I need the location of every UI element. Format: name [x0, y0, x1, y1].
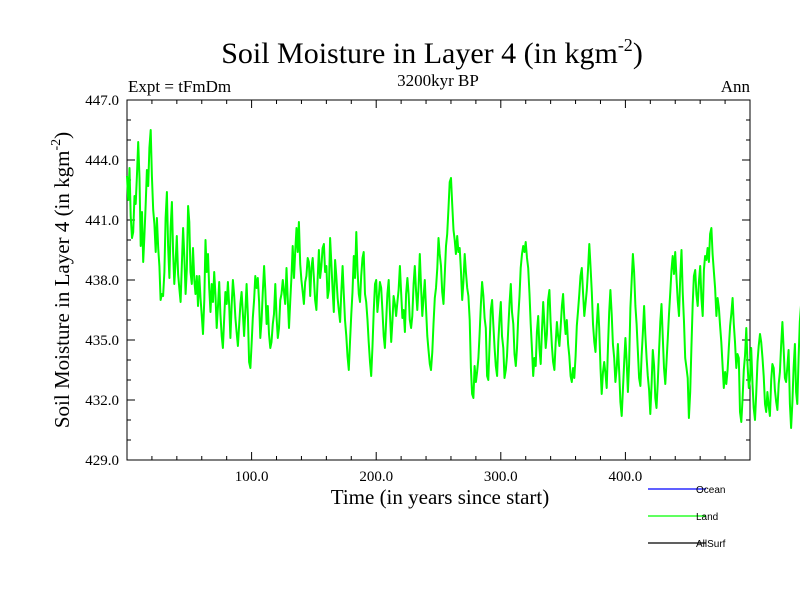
x-tick-label: 300.0 [484, 469, 518, 485]
legend-entry: Land [696, 512, 718, 523]
axis-ticks [127, 99, 750, 461]
legend-entry: AllSurf [696, 539, 726, 550]
chart-title: Soil Moisture in Layer 4 (in kgm-2) [221, 35, 643, 70]
y-axis-label: Soil Moisture in Layer 4 (in kgm-2) [49, 132, 74, 428]
y-tick-label: 438.0 [85, 273, 119, 289]
legend: Ocean Land AllSurf [648, 485, 726, 550]
y-tick-label: 447.0 [85, 93, 119, 109]
x-axis-label: Time (in years since start) [331, 485, 550, 509]
x-tick-labels: 100.0 200.0 300.0 400.0 [235, 469, 643, 485]
y-tick-label: 429.0 [85, 453, 119, 469]
y-axis-label-superscript: -2 [49, 139, 64, 151]
chart-title-superscript: -2 [618, 35, 633, 55]
legend-entry: Ocean [696, 485, 725, 496]
y-tick-label: 441.0 [85, 213, 119, 229]
x-tick-label: 100.0 [235, 469, 269, 485]
season-label: Ann [721, 77, 751, 96]
y-tick-label: 435.0 [85, 333, 119, 349]
series-line-land [126, 129, 800, 429]
y-tick-label: 432.0 [85, 393, 119, 409]
y-tick-labels: 429.0 432.0 435.0 438.0 441.0 444.0 447.0 [85, 93, 119, 469]
experiment-label: Expt = tFmDm [128, 77, 231, 96]
x-tick-label: 400.0 [609, 469, 643, 485]
x-tick-label: 200.0 [359, 469, 393, 485]
y-tick-label: 444.0 [85, 153, 119, 169]
chart-subtitle: 3200kyr BP [397, 71, 479, 90]
